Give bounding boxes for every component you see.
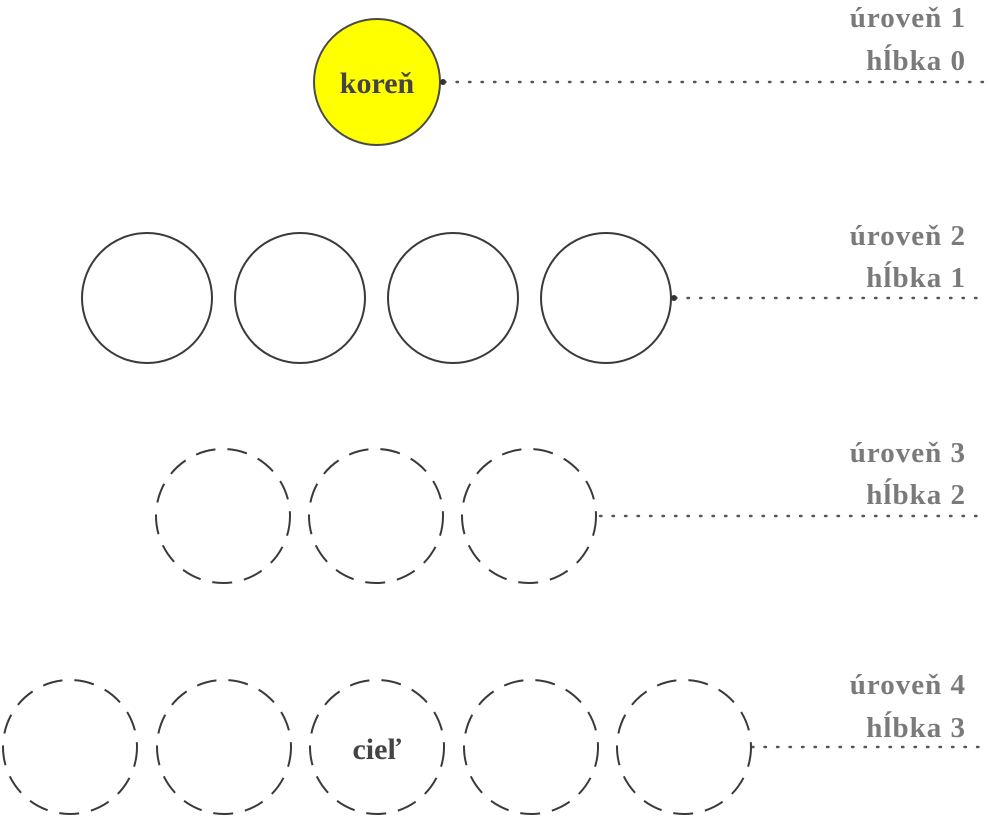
level-2-anchor-dot bbox=[671, 295, 677, 301]
goal-node bbox=[309, 679, 445, 815]
level-4-node bbox=[2, 679, 138, 815]
level-3-node bbox=[461, 448, 597, 584]
level-2-node bbox=[234, 232, 366, 364]
level-2-node bbox=[540, 232, 672, 364]
depth-1-label: hĺbka 1 bbox=[866, 260, 966, 294]
level-3-node bbox=[155, 448, 291, 584]
depth-0-label: hĺbka 0 bbox=[866, 43, 966, 77]
level-1-group: koreň úroveň 1 hĺbka 0 bbox=[313, 2, 987, 146]
level-2-node bbox=[387, 232, 519, 364]
depth-2-label: hĺbka 2 bbox=[866, 477, 966, 511]
level-2-group: úroveň 2 hĺbka 1 bbox=[81, 220, 987, 364]
level-3-group: úroveň 3 hĺbka 2 bbox=[155, 437, 987, 584]
level-3-label: úroveň 3 bbox=[850, 437, 966, 469]
level-2-label: úroveň 2 bbox=[850, 220, 966, 252]
level-2-node bbox=[81, 232, 213, 364]
goal-node-label: cieľ bbox=[352, 733, 401, 766]
level-1-label: úroveň 1 bbox=[850, 2, 966, 34]
level-4-node bbox=[463, 679, 599, 815]
root-node-label: koreň bbox=[340, 67, 415, 100]
depth-3-label: hĺbka 3 bbox=[866, 710, 966, 744]
level-4-node bbox=[156, 679, 292, 815]
root-anchor-dot bbox=[440, 79, 446, 85]
level-4-node bbox=[616, 679, 752, 815]
level-4-group: cieľ úroveň 4 hĺbka 3 bbox=[2, 669, 987, 815]
level-3-node bbox=[308, 448, 444, 584]
level-4-label: úroveň 4 bbox=[850, 669, 966, 701]
